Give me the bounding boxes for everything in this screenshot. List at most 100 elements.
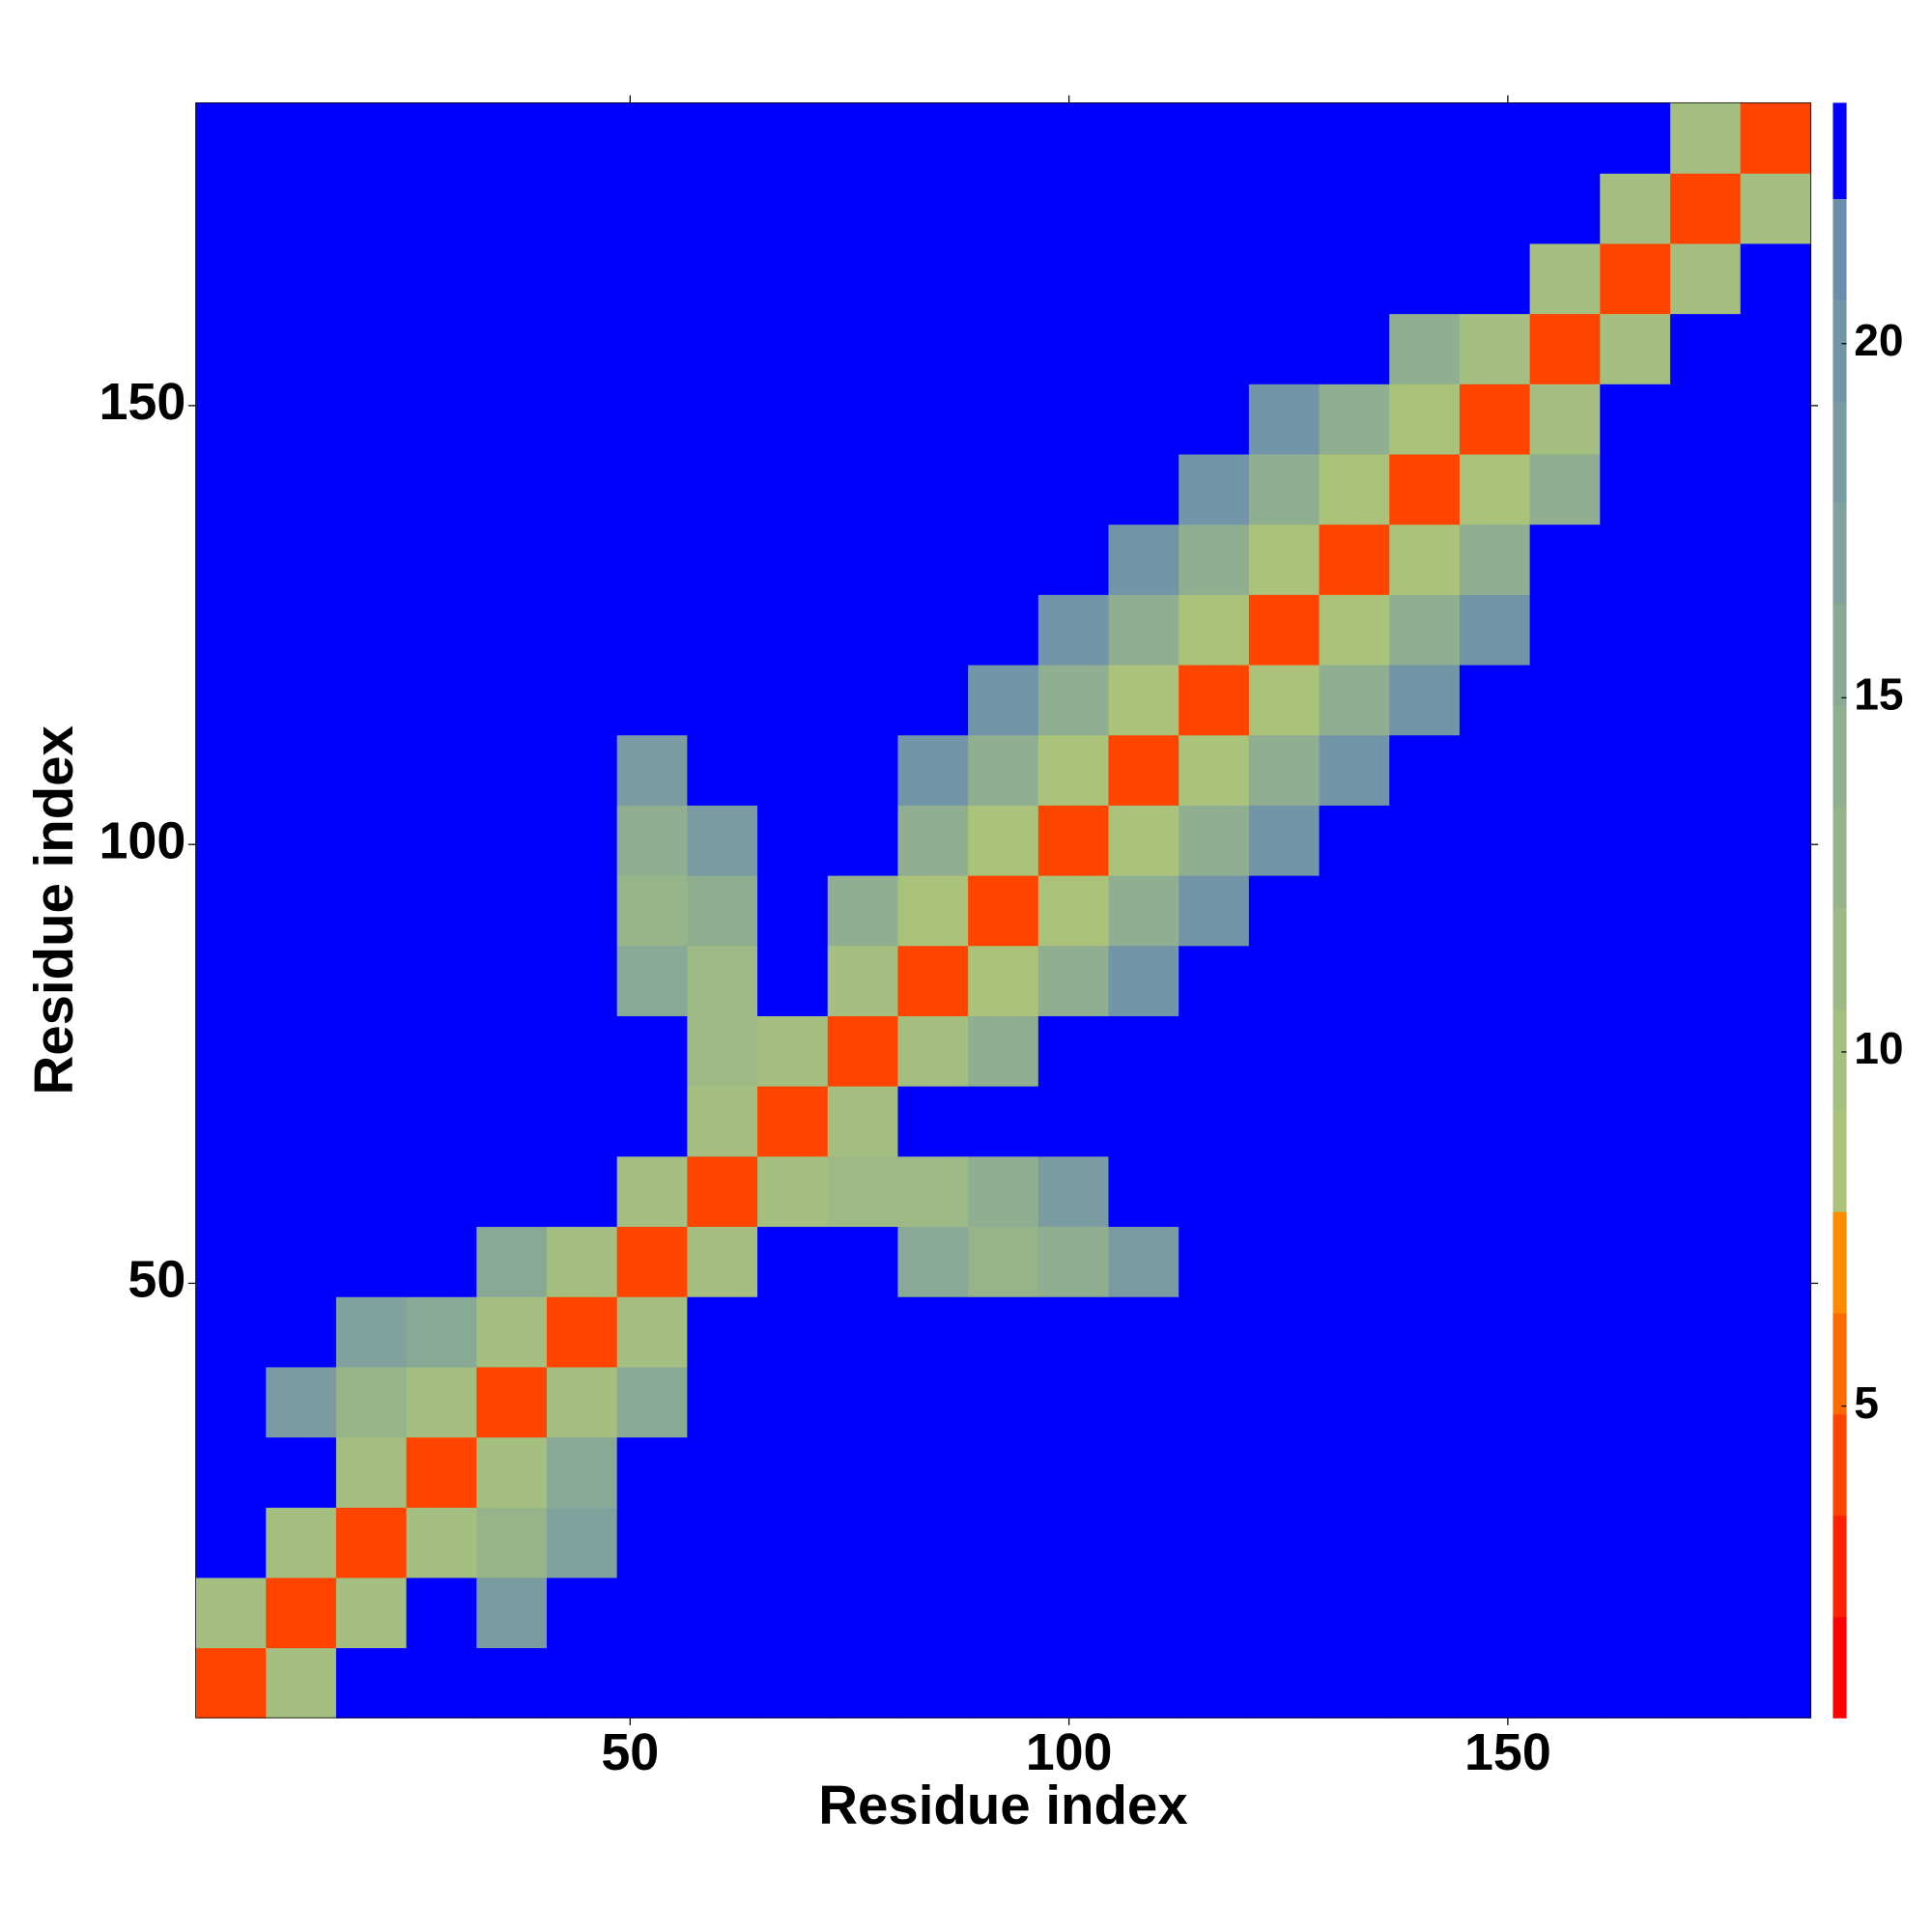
- heat-cell: [1108, 453, 1179, 526]
- heat-cell: [1248, 1507, 1321, 1578]
- heat-cell: [687, 102, 758, 174]
- heat-cell: [1389, 102, 1461, 174]
- heat-cell: [406, 1647, 477, 1719]
- heat-cell: [1669, 1507, 1742, 1578]
- heat-cell: [335, 384, 408, 455]
- heat-cell: [476, 594, 548, 666]
- heat-cell: [897, 874, 969, 947]
- heat-cell: [616, 945, 689, 1016]
- heat-cell: [1529, 524, 1601, 595]
- heat-cell: [1529, 874, 1601, 947]
- heat-cell: [616, 1155, 689, 1228]
- heat-cell: [1600, 594, 1671, 666]
- heat-cell: [266, 524, 337, 595]
- heat-cell: [1248, 1296, 1321, 1368]
- heat-cell: [1600, 1436, 1671, 1508]
- heat-cell: [1529, 1647, 1601, 1719]
- heat-cell: [827, 313, 899, 384]
- heat-cell: [1459, 524, 1531, 595]
- heat-cell: [1389, 384, 1461, 455]
- heat-cell: [827, 102, 899, 174]
- heat-cell: [1319, 594, 1390, 666]
- heat-cell: [546, 1366, 618, 1438]
- heat-cell: [476, 734, 548, 806]
- heat-cell: [1600, 1086, 1671, 1157]
- heat-cell: [1529, 734, 1601, 806]
- heat-cell: [1669, 594, 1742, 666]
- heat-cell: [687, 524, 758, 595]
- heat-cell: [1669, 1086, 1742, 1157]
- heat-cell: [757, 664, 829, 736]
- heat-cell: [546, 313, 618, 384]
- heat-cell: [1669, 805, 1742, 876]
- heat-cell: [897, 1507, 969, 1578]
- heat-cell: [1037, 173, 1110, 244]
- heat-cell: [1529, 594, 1601, 666]
- heat-cell: [1248, 874, 1321, 947]
- heat-cell: [476, 1155, 548, 1228]
- heat-cell: [687, 384, 758, 455]
- heat-cell: [1108, 242, 1179, 315]
- heat-cell: [1600, 1507, 1671, 1578]
- heat-cell: [1740, 173, 1811, 244]
- heat-cell: [335, 453, 408, 526]
- heat-cell: [1600, 173, 1671, 244]
- heat-cell: [757, 1296, 829, 1368]
- heat-cell: [1669, 664, 1742, 736]
- heat-cell: [687, 734, 758, 806]
- heat-cell: [406, 384, 477, 455]
- heat-cell: [757, 1226, 829, 1297]
- heat-cell: [827, 1296, 899, 1368]
- heat-cell: [1248, 1155, 1321, 1228]
- heat-cell: [335, 524, 408, 595]
- heat-cell: [1389, 1296, 1461, 1368]
- colorbar-level: [1833, 1210, 1847, 1314]
- heat-cell: [1529, 453, 1601, 526]
- heat-cell: [757, 874, 829, 947]
- heat-cell: [406, 102, 477, 174]
- heat-cell: [1037, 1086, 1110, 1157]
- heat-cell: [1179, 1015, 1250, 1087]
- heat-cell: [687, 1436, 758, 1508]
- heat-cell: [546, 1155, 618, 1228]
- heat-cell: [1037, 1436, 1110, 1508]
- heat-cell: [897, 313, 969, 384]
- heat-cell: [195, 664, 267, 736]
- heat-cell: [406, 1577, 477, 1649]
- heat-cell: [827, 1647, 899, 1719]
- heat-cell: [546, 453, 618, 526]
- heat-cell: [616, 1647, 689, 1719]
- colorbar-level: [1833, 1616, 1847, 1719]
- heat-cell: [757, 1155, 829, 1228]
- heat-cell: [1459, 1366, 1531, 1438]
- heat-cell: [968, 242, 1039, 315]
- heat-cell: [266, 1086, 337, 1157]
- heat-cell: [1669, 1155, 1742, 1228]
- heat-cell: [757, 1436, 829, 1508]
- heat-cell: [335, 945, 408, 1016]
- colorbar-tick-label: 15: [1854, 669, 1903, 720]
- heat-cell: [1669, 1577, 1742, 1649]
- heat-cell: [616, 594, 689, 666]
- heat-cell: [968, 1436, 1039, 1508]
- heat-cell: [1740, 734, 1811, 806]
- heat-cell: [897, 805, 969, 876]
- heat-cell: [757, 1647, 829, 1719]
- colorbar-level: [1833, 198, 1847, 300]
- heat-cell: [1037, 1507, 1110, 1578]
- heat-cell: [546, 1436, 618, 1508]
- heat-cell: [1669, 1226, 1742, 1297]
- heat-cell: [335, 1226, 408, 1297]
- heat-cell: [1669, 734, 1742, 806]
- heat-cell: [1740, 805, 1811, 876]
- heat-cell: [1600, 524, 1671, 595]
- heat-cell: [1319, 1436, 1390, 1508]
- colorbar-level: [1833, 102, 1847, 200]
- heat-cell: [968, 1507, 1039, 1578]
- colorbar-level: [1833, 401, 1847, 503]
- heat-cell: [1179, 1226, 1250, 1297]
- heat-cell: [1389, 453, 1461, 526]
- heat-cell: [827, 594, 899, 666]
- heat-cell: [827, 1577, 899, 1649]
- heat-cell: [827, 242, 899, 315]
